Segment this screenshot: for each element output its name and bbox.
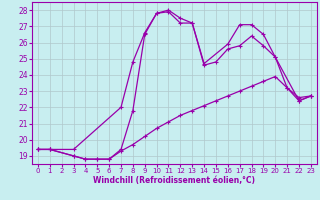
X-axis label: Windchill (Refroidissement éolien,°C): Windchill (Refroidissement éolien,°C)	[93, 176, 255, 185]
